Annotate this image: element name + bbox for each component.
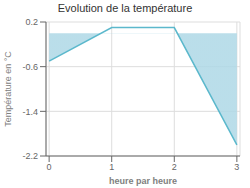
svg-text:-1.4: -1.4 bbox=[22, 107, 38, 117]
svg-text:heure par heure: heure par heure bbox=[109, 176, 177, 186]
svg-text:Température en °C: Température en °C bbox=[8, 51, 13, 127]
svg-text:3: 3 bbox=[234, 162, 239, 172]
svg-text:0: 0 bbox=[47, 162, 52, 172]
svg-text:1: 1 bbox=[109, 162, 114, 172]
svg-text:2: 2 bbox=[172, 162, 177, 172]
html-text:Evolution de la température: Evolution de la température bbox=[57, 2, 193, 14]
svg-text:0.2: 0.2 bbox=[25, 17, 38, 27]
svg-text:-0.6: -0.6 bbox=[22, 62, 38, 72]
svg-text:-2.2: -2.2 bbox=[22, 151, 38, 161]
